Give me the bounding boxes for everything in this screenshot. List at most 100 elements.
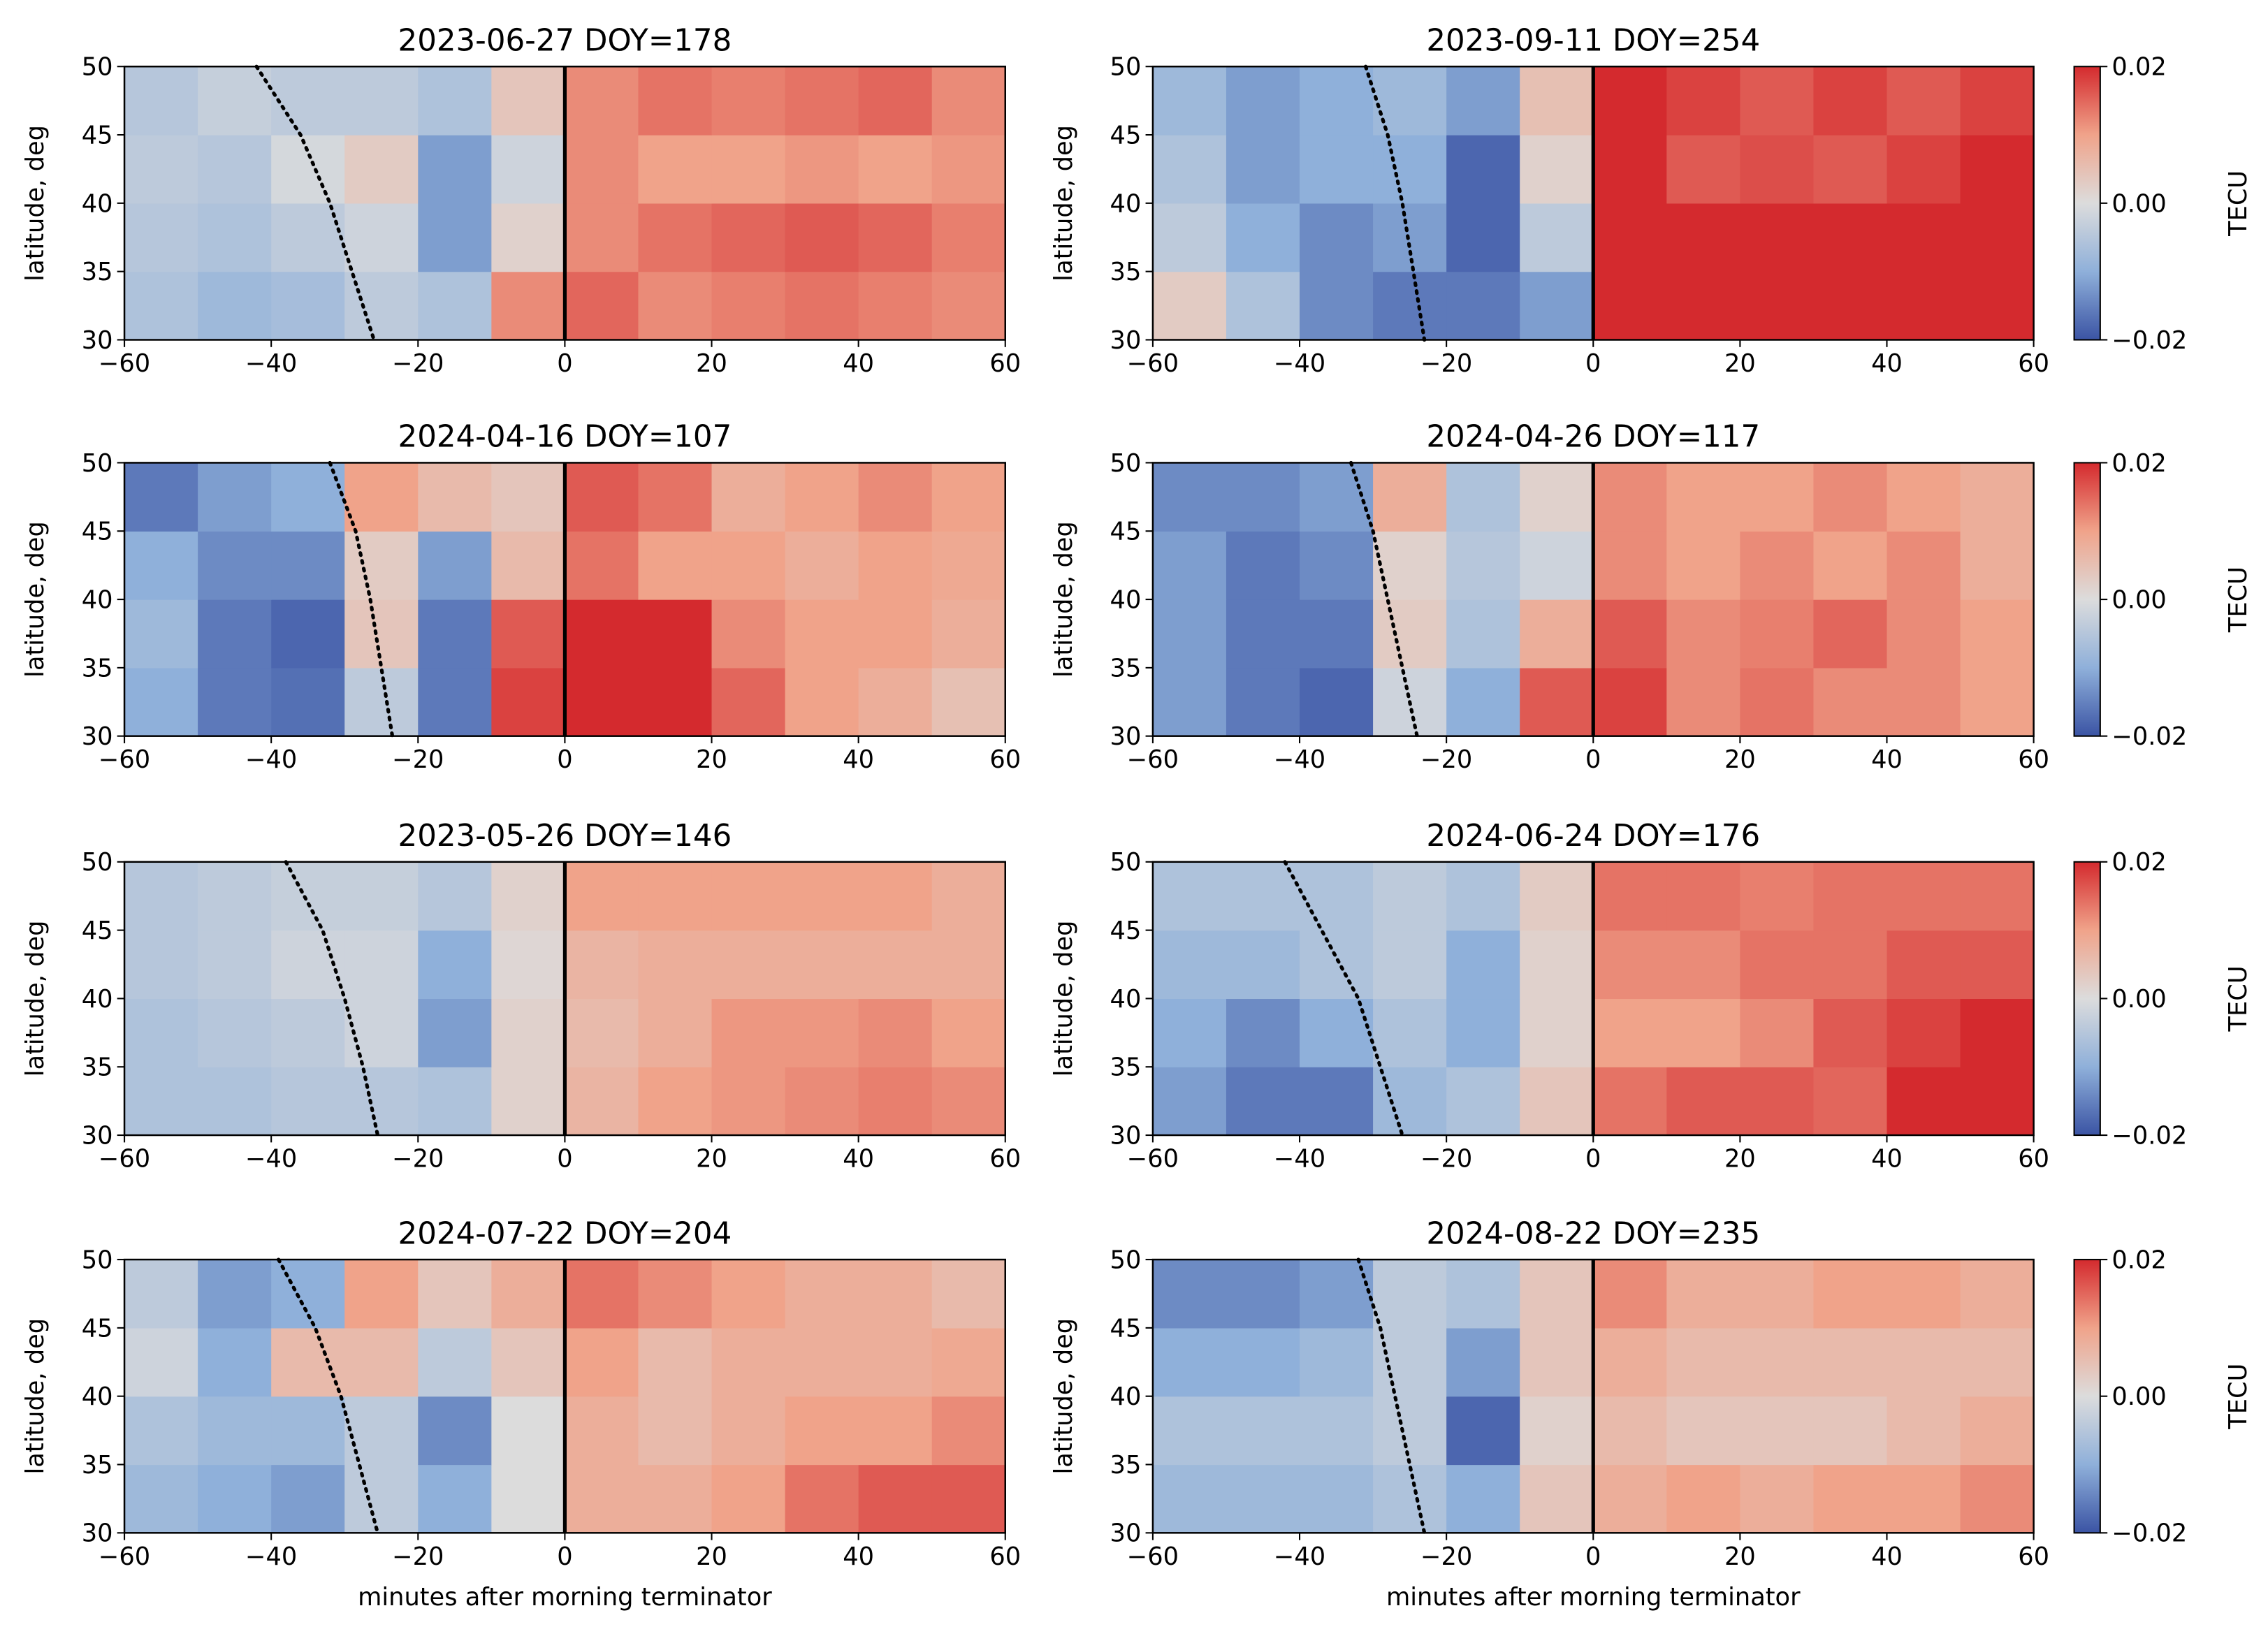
heatmap-cell: [124, 203, 198, 272]
heatmap-cell: [785, 1067, 859, 1136]
heatmap-cell: [711, 135, 786, 204]
x-tick-label: 0: [1585, 1542, 1601, 1571]
heatmap-cell: [1593, 998, 1667, 1067]
heatmap-cell: [1887, 531, 1961, 600]
heatmap-cell: [1300, 861, 1374, 931]
dotted-curve: [1356, 1257, 1427, 1535]
heatmap-cell: [1446, 1396, 1520, 1466]
heatmap-cell: [931, 271, 1006, 341]
heatmap-cell: [711, 203, 786, 272]
heatmap-cell: [418, 861, 492, 931]
heatmap-cell: [344, 930, 419, 1000]
heatmap-cell: [1593, 930, 1667, 1000]
heatmap-cell: [491, 930, 566, 1000]
heatmap-cell: [1813, 1327, 1888, 1397]
heatmap-cell: [638, 462, 713, 532]
heatmap-cell: [1300, 667, 1374, 737]
x-tick-label: −60: [1127, 745, 1179, 774]
heatmap-cell: [1226, 1396, 1300, 1466]
heatmap-cell: [1446, 462, 1520, 532]
heatmap-cell: [1593, 66, 1667, 136]
heatmap-cell: [1152, 135, 1227, 204]
x-tick-label: −60: [99, 349, 150, 378]
heatmap-cell: [565, 1396, 639, 1466]
x-tick-label: 20: [1724, 1145, 1756, 1174]
y-tick-label: 35: [82, 258, 113, 286]
x-tick-label: −60: [1127, 1542, 1179, 1571]
heatmap-cell: [711, 667, 786, 737]
heatmap-cell: [1666, 271, 1740, 341]
heatmap-cell: [1960, 1396, 2035, 1466]
heatmap-cell: [1960, 667, 2035, 737]
heatmap-cell: [491, 1327, 566, 1397]
heatmap-cell: [931, 1260, 1006, 1329]
heatmap-cell: [711, 1327, 786, 1397]
heatmap-cell: [1887, 667, 1961, 737]
colorbar-tick-label: −0.02: [2111, 1121, 2187, 1150]
heatmap-cell: [1887, 1067, 1961, 1136]
heatmap-cell: [271, 1067, 345, 1136]
heatmap-cell: [565, 1067, 639, 1136]
heatmap-cell: [1887, 998, 1961, 1067]
heatmap-cell: [858, 1260, 933, 1329]
x-tick-label: 20: [1724, 745, 1756, 774]
heatmap-cell: [344, 135, 419, 204]
heatmap-cell: [418, 1260, 492, 1329]
heatmap-cell: [198, 531, 272, 600]
heatmap-cell: [124, 1260, 198, 1329]
heatmap-cell: [491, 203, 566, 272]
heatmap-cell: [1226, 1464, 1300, 1533]
panel-title: 2024-04-16 DOY=107: [398, 420, 732, 455]
heatmap-cell: [1152, 462, 1227, 532]
heatmap-cell: [418, 135, 492, 204]
x-tick-label: −40: [245, 745, 297, 774]
x-tick-label: 40: [843, 1145, 874, 1174]
heatmap-cell: [198, 861, 272, 931]
heatmap-cell: [1593, 462, 1667, 532]
heatmap-cell: [271, 66, 345, 136]
heatmap-cell: [1446, 930, 1520, 1000]
y-tick-label: 45: [1110, 917, 1142, 945]
heatmap-cell: [418, 1464, 492, 1533]
heatmap-cell: [638, 861, 713, 931]
heatmap-cell: [271, 1464, 345, 1533]
heatmap-cell: [1960, 1260, 2035, 1329]
heatmap-cell: [565, 1464, 639, 1533]
heatmap-cell: [418, 930, 492, 1000]
heatmap-cell: [565, 930, 639, 1000]
heatmap-cell: [1740, 1396, 1815, 1466]
colorbar-label: TECU: [2224, 965, 2253, 1032]
heatmap-cell: [1520, 135, 1594, 204]
x-tick-label: −20: [392, 349, 444, 378]
y-tick-label: 45: [82, 121, 113, 149]
y-tick-label: 40: [1110, 1382, 1142, 1411]
heatmap-cell: [785, 930, 859, 1000]
heatmap-cell: [785, 998, 859, 1067]
heatmap-cell: [931, 1396, 1006, 1466]
x-tick-label: −40: [1274, 1542, 1325, 1571]
heatmap-cell: [198, 271, 272, 341]
x-tick-label: 60: [2018, 1145, 2049, 1174]
heatmap-cell: [1520, 861, 1594, 931]
x-tick-label: 60: [989, 1542, 1021, 1571]
heatmap-cell: [1520, 1327, 1594, 1397]
heatmap-cell: [1960, 861, 2035, 931]
dotted-curve: [1363, 64, 1427, 342]
heatmap-cell: [1666, 599, 1740, 669]
colorbar-tick-label: 0.02: [2111, 1246, 2166, 1274]
heatmap-cell: [1226, 861, 1300, 931]
y-tick-label: 35: [82, 1451, 113, 1480]
heatmap-cell: [785, 462, 859, 532]
heatmap-cell: [711, 861, 786, 931]
heatmap-cell: [1226, 1067, 1300, 1136]
x-tick-label: −20: [392, 1542, 444, 1571]
heatmap-cell: [1446, 66, 1520, 136]
y-tick-label: 35: [1110, 1053, 1142, 1082]
heatmap-cell: [1300, 1067, 1374, 1136]
heatmap-cell: [1740, 930, 1815, 1000]
heatmap-cell: [1813, 861, 1888, 931]
heatmap-cell: [1740, 1260, 1815, 1329]
heatmap-cell: [565, 66, 639, 136]
heatmap-cell: [931, 998, 1006, 1067]
heatmap-cell: [1446, 203, 1520, 272]
